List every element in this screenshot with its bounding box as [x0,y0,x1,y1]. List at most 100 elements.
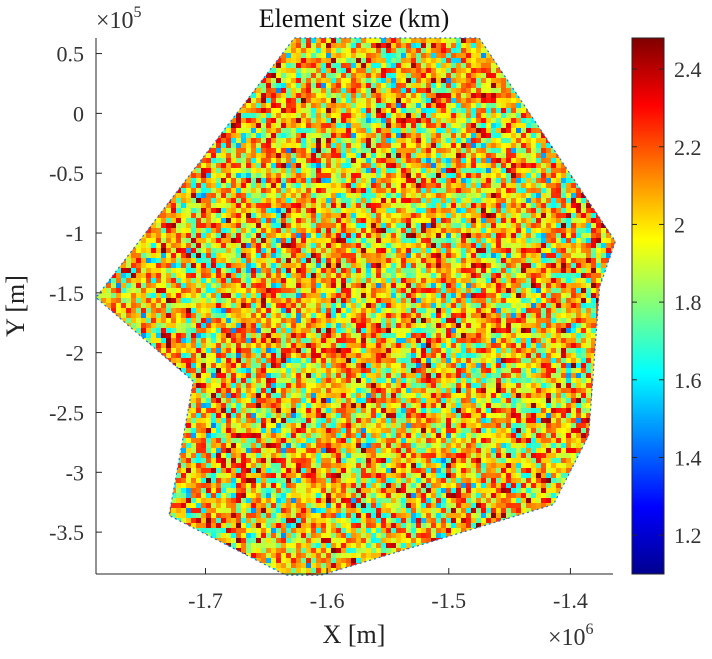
mesh-cell [361,118,366,123]
mesh-cell [296,128,301,133]
mesh-cell [321,123,326,128]
mesh-cell [436,168,441,173]
mesh-cell [431,218,436,223]
mesh-cell [586,258,591,263]
chart-title: Element size (km) [259,4,450,33]
mesh-cell [461,48,466,53]
mesh-cell [286,113,291,118]
mesh-cell [276,118,281,123]
mesh-cell [536,238,541,243]
mesh-cell [321,213,326,218]
mesh-cell [546,238,551,243]
mesh-cell [506,258,511,263]
mesh-cell [431,148,436,153]
mesh-cell [421,218,426,223]
mesh-cell [576,258,581,263]
mesh-cell [496,173,501,178]
mesh-cell [341,48,346,53]
mesh-cell [521,208,526,213]
mesh-cell [261,178,266,183]
mesh-cell [366,193,371,198]
mesh-cell [381,73,386,78]
mesh-cell [426,148,431,153]
mesh-cell [281,183,286,188]
mesh-cell [256,153,261,158]
mesh-cell [356,133,361,138]
mesh-cell [391,183,396,188]
mesh-cell [271,73,276,78]
mesh-cell [331,63,336,68]
mesh-cell [371,258,376,263]
mesh-cell [361,63,366,68]
mesh-cell [326,168,331,173]
mesh-cell [291,38,296,43]
mesh-cell [376,58,381,63]
mesh-cell [181,228,186,233]
mesh-cell [271,123,276,128]
mesh-cell [511,173,516,178]
mesh-cell [391,63,396,68]
mesh-cell [321,38,326,43]
mesh-cell [226,248,231,253]
mesh-cell [206,223,211,228]
mesh-cell [571,178,576,183]
mesh-cell [361,248,366,253]
mesh-cell [256,178,261,183]
mesh-cell [441,233,446,238]
mesh-cell [511,163,516,168]
mesh-cell [471,53,476,58]
mesh-cell [496,143,501,148]
mesh-cell [361,93,366,98]
mesh-cell [186,248,191,253]
mesh-cell [566,233,571,238]
mesh-cell [406,113,411,118]
mesh-cell [246,148,251,153]
mesh-cell [396,223,401,228]
mesh-cell [366,58,371,63]
mesh-cell [341,68,346,73]
mesh-cell [246,213,251,218]
mesh-cell [281,78,286,83]
mesh-cell [326,108,331,113]
mesh-cell [251,163,256,168]
mesh-cell [406,43,411,48]
mesh-cell [296,248,301,253]
mesh-cell [366,73,371,78]
mesh-cell [396,158,401,163]
mesh-cell [356,148,361,153]
mesh-cell [506,123,511,128]
mesh-cell [531,163,536,168]
mesh-cell [296,193,301,198]
mesh-cell [461,153,466,158]
mesh-cell [596,253,601,258]
mesh-cell [326,218,331,223]
mesh-cell [276,178,281,183]
mesh-cell [506,243,511,248]
mesh-cell [426,133,431,138]
mesh-cell [426,188,431,193]
mesh-cell [361,208,366,213]
mesh-cell [556,248,561,253]
mesh-cell [226,178,231,183]
mesh-cell [461,173,466,178]
mesh-cell [426,178,431,183]
mesh-cell [591,258,596,263]
mesh-cell [346,223,351,228]
mesh-cell [296,163,301,168]
mesh-cell [306,123,311,128]
mesh-cell [481,83,486,88]
mesh-cell [276,103,281,108]
mesh-cell [316,268,321,273]
mesh-cell [126,263,131,268]
mesh-cell [541,228,546,233]
mesh-cell [346,118,351,123]
mesh-cell [246,173,251,178]
mesh-cell [276,218,281,223]
mesh-cell [466,223,471,228]
mesh-cell [511,153,516,158]
mesh-cell [511,238,516,243]
mesh-cell [586,253,591,258]
mesh-cell [311,263,316,268]
mesh-cell [461,228,466,233]
mesh-cell [316,108,321,113]
